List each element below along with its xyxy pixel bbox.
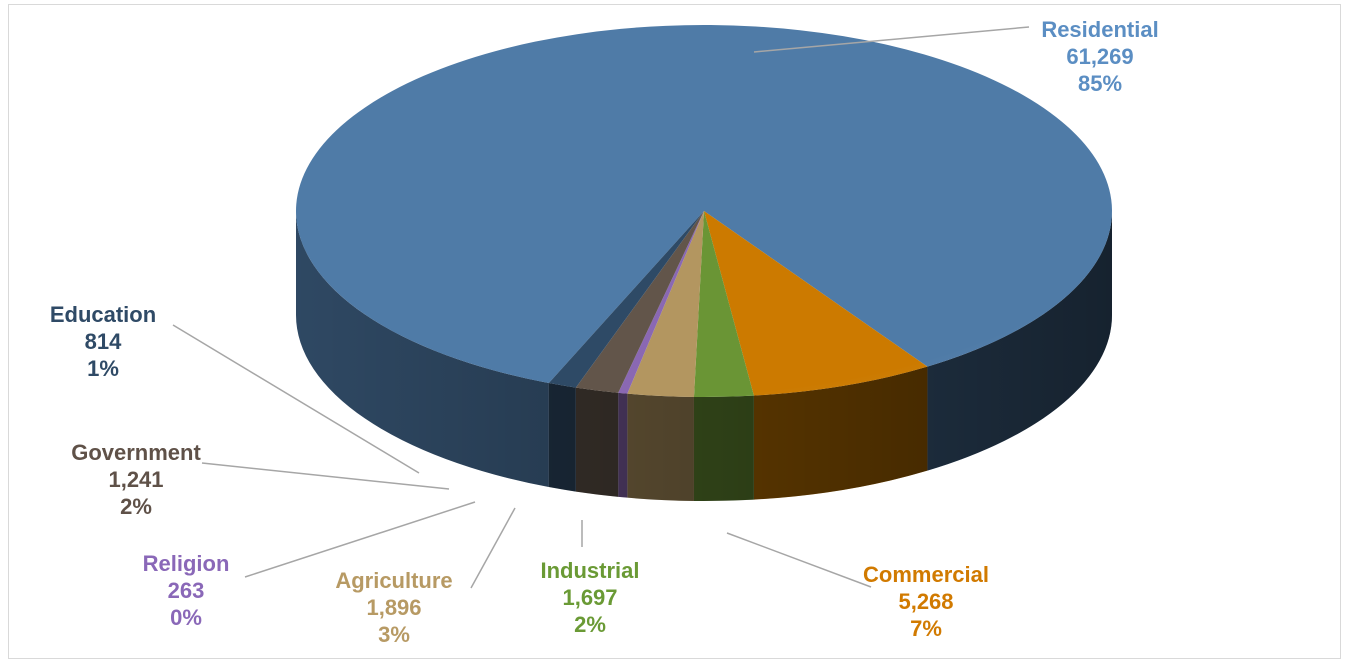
data-label-value-text: 263 bbox=[167, 578, 205, 603]
data-label-value-text: 1,241 bbox=[108, 467, 164, 492]
data-label-percent: 2% bbox=[574, 612, 606, 637]
data-label-percent: 3% bbox=[378, 622, 410, 647]
data-label-label: Commercial bbox=[863, 562, 989, 587]
data-label-commercial: Commercial 5,268 7% bbox=[836, 561, 1016, 642]
leader-line-religion bbox=[244, 501, 476, 578]
data-label-label: Industrial bbox=[540, 558, 640, 583]
leader-line-agriculture bbox=[470, 507, 516, 589]
data-label-label: Religion bbox=[142, 551, 230, 576]
pie-chart bbox=[172, 24, 1112, 589]
data-label-residential: Residential 61,269 85% bbox=[1010, 16, 1190, 97]
leader-line-education bbox=[172, 324, 420, 474]
data-label-percent: 85% bbox=[1077, 71, 1123, 96]
data-label-label: Agriculture bbox=[335, 568, 453, 593]
data-label-percent: 1% bbox=[87, 356, 119, 381]
data-label-value-text: 1,896 bbox=[366, 595, 422, 620]
data-label-government: Government 1,241 2% bbox=[46, 439, 226, 520]
data-label-value-text: 814 bbox=[84, 329, 122, 354]
data-label-agriculture: Agriculture 1,896 3% bbox=[304, 567, 484, 648]
pie-rim-shade bbox=[296, 211, 1112, 501]
data-label-label: Government bbox=[71, 440, 201, 465]
data-label-industrial: Industrial 1,697 2% bbox=[500, 557, 680, 638]
data-label-label: Residential bbox=[1041, 17, 1159, 42]
data-label-value-text: 61,269 bbox=[1066, 44, 1134, 69]
leader-line-government bbox=[201, 462, 450, 490]
data-label-percent: 2% bbox=[120, 494, 152, 519]
data-label-label: Education bbox=[49, 302, 157, 327]
data-label-value-text: 5,268 bbox=[898, 589, 954, 614]
leader-line-residential bbox=[753, 26, 1030, 53]
chart-area bbox=[8, 4, 1341, 659]
pie-top-shade bbox=[296, 25, 1112, 397]
data-label-value-text: 1,697 bbox=[562, 585, 618, 610]
leader-line-commercial bbox=[726, 532, 872, 588]
data-label-percent: 0% bbox=[170, 605, 202, 630]
data-label-religion: Religion 263 0% bbox=[96, 550, 276, 631]
data-label-percent: 7% bbox=[910, 616, 942, 641]
data-label-education: Education 814 1% bbox=[13, 301, 193, 382]
